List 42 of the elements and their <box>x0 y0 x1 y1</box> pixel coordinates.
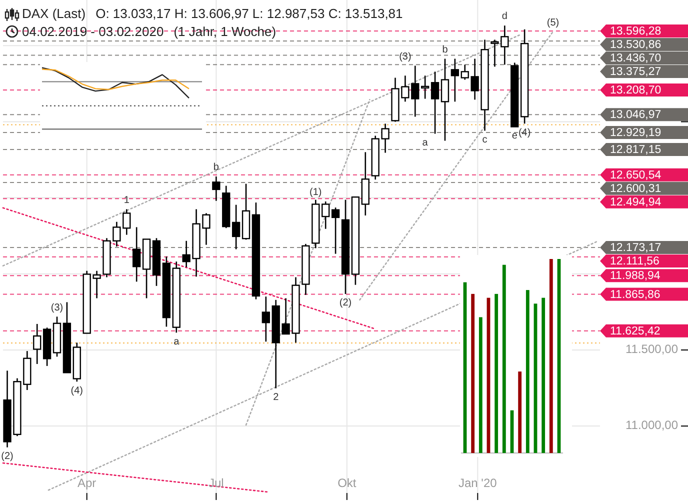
ref-line-label: 13.436,70 <box>610 52 662 65</box>
ref-line-label: 13.208,70 <box>610 84 662 97</box>
ref-line-label: 12.173,17 <box>610 242 662 254</box>
ref-line-label: 13.530,86 <box>610 39 662 52</box>
annotation: a <box>422 137 428 148</box>
annotation: b <box>442 44 448 56</box>
annotation: b <box>213 162 220 174</box>
y-tick-label: 11.500,00 <box>626 342 678 356</box>
x-tick-label: Jan '20 <box>458 476 498 490</box>
ref-line-label: 13.046,97 <box>610 109 662 122</box>
ref-line-label: 12.817,15 <box>610 144 662 156</box>
text: DAX (Last) <box>22 6 86 21</box>
ref-line-label: 12.111,56 <box>610 256 660 268</box>
annotation: O: 13.033,17 H: 13.606,97 L: 12.987,53 C: 13.513,81 <box>96 6 403 21</box>
annotation: 1 <box>124 194 130 206</box>
annotation: (5) <box>546 17 560 28</box>
ref-line-label: 11.865,86 <box>610 288 660 301</box>
ref-line-label: 12.600,31 <box>610 182 662 195</box>
annotation: (2) <box>339 298 352 309</box>
ref-line-label: 12.650,54 <box>610 169 662 182</box>
annotation: (3) <box>50 302 64 314</box>
annotation: (1) <box>310 187 322 198</box>
ref-line-label: 12.494,94 <box>610 196 662 208</box>
annotation: e <box>512 130 518 142</box>
x-tick-label: Apr <box>78 476 96 490</box>
annotation: a <box>174 336 180 348</box>
x-tick-label: Okt <box>338 476 357 490</box>
ref-line-label: 11.625,42 <box>610 325 660 338</box>
ref-line-label: 11.988,94 <box>610 270 661 282</box>
ref-line-label: 12.929,19 <box>610 127 662 140</box>
annotation: (4) <box>70 385 84 396</box>
annotation: c <box>482 134 488 146</box>
ref-line-label: 13.375,27 <box>610 66 662 78</box>
annotation: (4) <box>518 127 531 138</box>
annotation: (2) <box>1 450 14 462</box>
annotation: d <box>502 11 508 22</box>
ref-line-label: 13.596,28 <box>610 26 662 38</box>
annotation: (3) <box>399 51 412 62</box>
annotation: 2 <box>273 392 280 403</box>
y-tick-label: 11.000,00 <box>626 418 678 432</box>
text: 04.02.2019 - 03.02.2020 <box>22 24 164 39</box>
annotation: (1 Jahr, 1 Woche) <box>174 24 276 39</box>
